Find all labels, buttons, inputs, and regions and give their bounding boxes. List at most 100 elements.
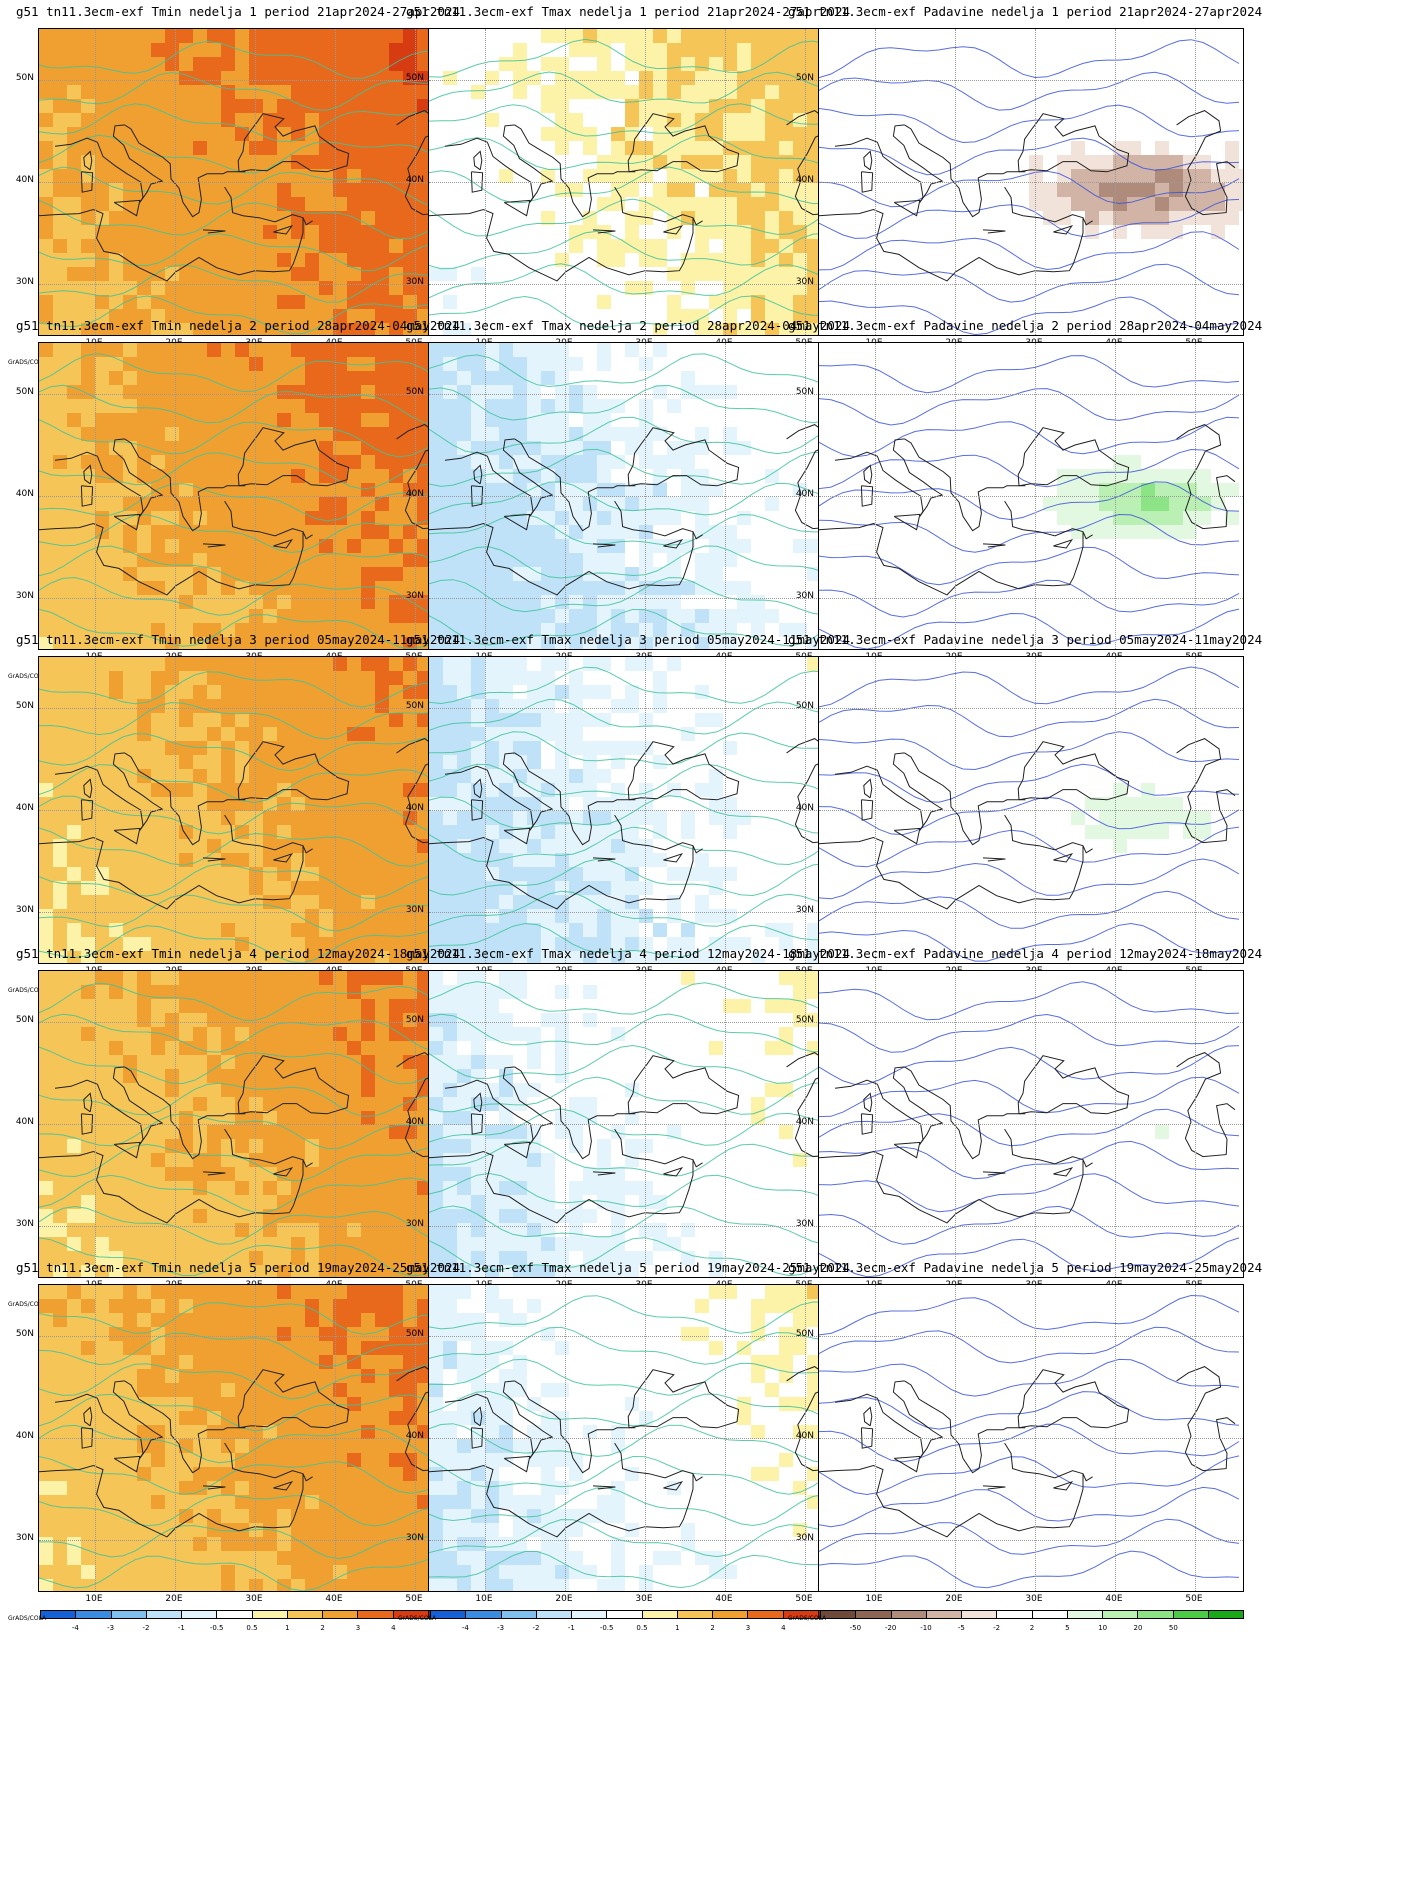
latitude-gridline [819,1022,1243,1023]
colorbar-swatch [890,1611,926,1618]
panel-title: g51 tn11.3ecm-exf Padavine nedelja 3 per… [788,632,1263,647]
panel-title: g51 tn11.3ecm-exf Tmax nedelja 5 period … [405,1260,850,1275]
colorbar-swatch [1172,1611,1208,1618]
latitude-label: 50N [795,1329,814,1339]
colorbar-level-label: 0.5 [246,1624,258,1632]
map-frame [818,28,1244,336]
latitude-gridline [39,182,463,183]
latitude-label: 50N [795,1015,814,1025]
colorbar-swatch [961,1611,997,1618]
latitude-gridline [39,1438,463,1439]
latitude-label: 40N [405,489,424,499]
map-frame [818,1284,1244,1592]
colorbar-level-label: -2 [993,1624,1001,1632]
latitude-label: 30N [795,1219,814,1229]
colorbar-swatch [392,1611,428,1618]
latitude-label: 30N [795,1533,814,1543]
colorbar-swatch [676,1611,712,1618]
colorbar-swatch [747,1611,783,1618]
latitude-gridline [429,708,853,709]
panel-title: g51 tn11.3ecm-exf Tmin nedelja 5 period … [15,1260,460,1275]
latitude-gridline [819,182,1243,183]
colorbar-level-label: -1 [177,1624,185,1632]
credit-label: GrADS/COLA [8,1301,47,1308]
latitude-gridline [429,1022,853,1023]
colorbar-swatch [996,1611,1032,1618]
longitude-label: 40E [715,1594,733,1604]
anomaly-field [819,1285,1243,1591]
colorbar-level-label: -20 [884,1624,897,1632]
panel-title: g51 tn11.3ecm-exf Tmax nedelja 4 period … [405,946,850,961]
colorbar-level-label: 3 [745,1624,751,1632]
credit-label: GrADS/COLA [788,1615,827,1622]
colorbar-level-label: -3 [107,1624,115,1632]
latitude-gridline [819,1540,1243,1541]
latitude-label: 40N [405,1431,424,1441]
colorbar-level-label: 4 [781,1624,786,1632]
colorbar [40,1610,464,1619]
latitude-gridline [819,284,1243,285]
longitude-label: 10E [865,1594,883,1604]
colorbar-level-label: 2 [710,1624,715,1632]
colorbar-swatch [1066,1611,1102,1618]
colorbar [820,1610,1244,1619]
colorbar-level-label: 2 [1029,1624,1035,1632]
latitude-gridline [429,810,853,811]
colorbar-level-label: 10 [1098,1624,1108,1632]
latitude-label: 50N [15,73,34,83]
latitude-gridline [39,810,463,811]
colorbar-level-label: 0.5 [636,1624,648,1632]
latitude-gridline [429,598,853,599]
colorbar-swatch [1031,1611,1067,1618]
latitude-label: 50N [405,73,424,83]
colorbar-swatch [855,1611,891,1618]
colorbar-level-label: -1 [567,1624,575,1632]
longitude-label: 30E [635,1594,653,1604]
colorbar-level-label: 4 [391,1624,396,1632]
colorbar-swatch [75,1611,111,1618]
latitude-gridline [819,1438,1243,1439]
map-panel: g51 tn11.3ecm-exf Tmax nedelja 1 period … [398,4,858,384]
credit-label: GrADS/COLA [8,359,47,366]
colorbar-level-label: -0.5 [209,1624,224,1632]
latitude-gridline [819,708,1243,709]
latitude-gridline [429,182,853,183]
latitude-gridline [429,1540,853,1541]
colorbar-swatch [110,1611,146,1618]
colorbar-level-label: 5 [1065,1624,1070,1632]
latitude-gridline [819,80,1243,81]
map-panel: g51 tn11.3ecm-exf Padavine nedelja 4 per… [788,946,1263,1326]
panel-title: g51 tn11.3ecm-exf Padavine nedelja 4 per… [788,946,1263,961]
latitude-gridline [429,1226,853,1227]
colorbar-level-label: 3 [355,1624,361,1632]
panel-title: g51 tn11.3ecm-exf Padavine nedelja 2 per… [788,318,1263,333]
colorbar-swatch [925,1611,961,1618]
colorbar-swatch [465,1611,501,1618]
latitude-gridline [39,1336,463,1337]
latitude-label: 40N [405,175,424,185]
colorbar-swatch [782,1611,818,1618]
map-frame [38,656,464,964]
latitude-label: 50N [15,1015,34,1025]
colorbar-level-label: -2 [532,1624,540,1632]
panel-title: g51 tn11.3ecm-exf Tmax nedelja 2 period … [405,318,850,333]
colorbar-swatch [1207,1611,1243,1618]
latitude-gridline [39,598,463,599]
panel-title: g51 tn11.3ecm-exf Padavine nedelja 1 per… [788,4,1263,19]
colorbar-swatch [606,1611,642,1618]
colorbar-swatch [712,1611,748,1618]
colorbar-swatch [431,1611,466,1618]
colorbar-swatch [641,1611,677,1618]
latitude-label: 40N [15,1431,34,1441]
longitude-label: 50E [1185,1594,1203,1604]
latitude-gridline [39,284,463,285]
colorbar-swatch [821,1611,856,1618]
latitude-label: 40N [15,175,34,185]
colorbar-swatch [41,1611,76,1618]
colorbar-swatch [1102,1611,1138,1618]
latitude-gridline [819,1336,1243,1337]
latitude-gridline [429,394,853,395]
latitude-gridline [429,80,853,81]
colorbar-swatch [357,1611,393,1618]
credit-label: GrADS/COLA [398,1615,437,1622]
